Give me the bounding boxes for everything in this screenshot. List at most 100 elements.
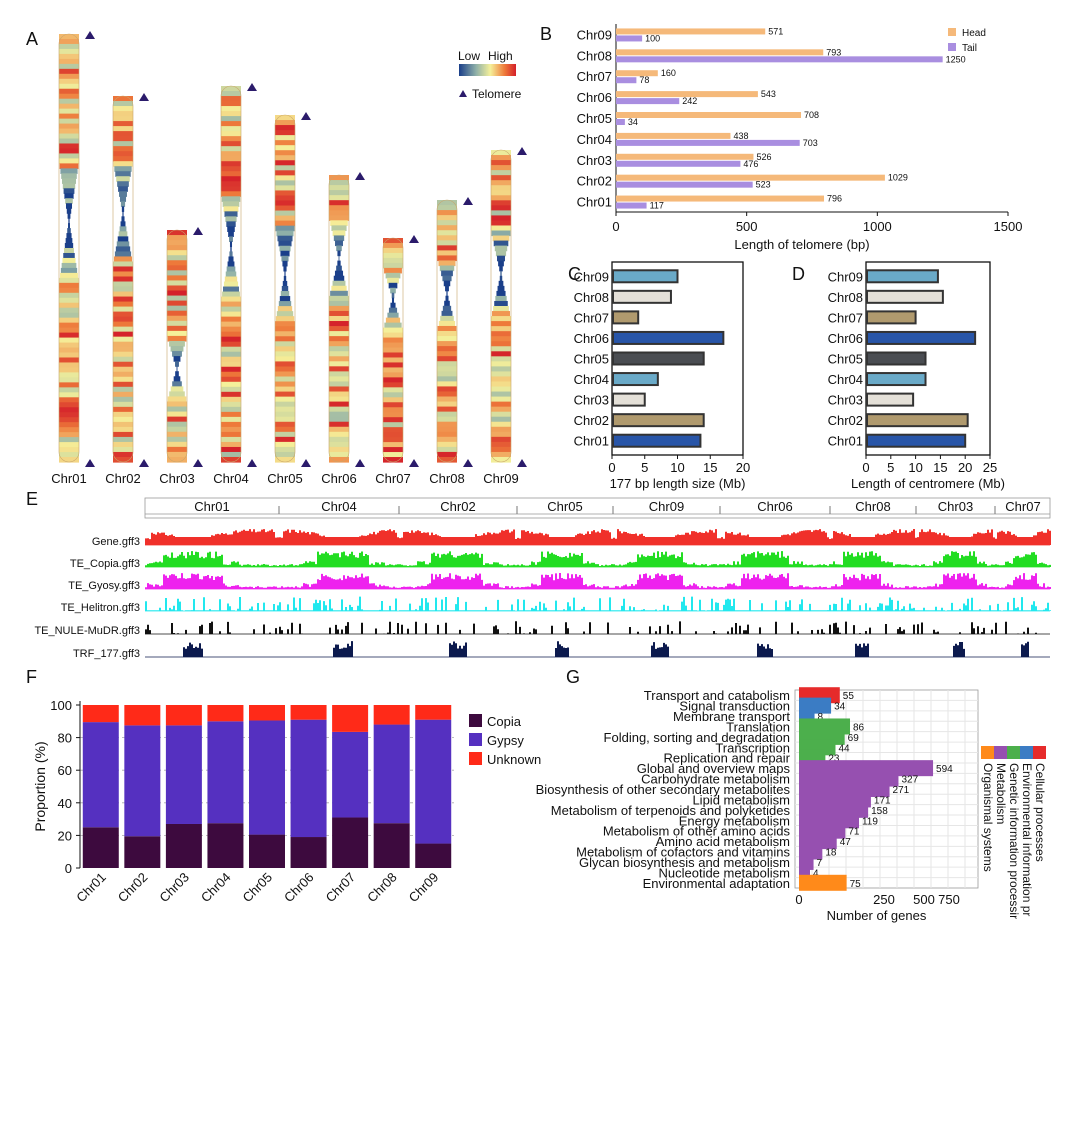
- chromosome-Chr02: Chr02: [105, 93, 149, 486]
- chromosome-band: [275, 145, 295, 151]
- chromosome-band: [221, 451, 241, 458]
- chromosome-band: [221, 416, 241, 423]
- chromosome-band: [329, 300, 349, 307]
- chromosome-band: [167, 406, 187, 413]
- chromosome-band: [59, 128, 79, 135]
- bar-head: [616, 49, 824, 56]
- category-label: Chr02: [115, 870, 151, 906]
- chromosome-band: [121, 216, 125, 222]
- chromosome-Chr05: Chr05: [267, 112, 311, 486]
- data-label: 4: [813, 868, 819, 879]
- chromosome-band: [59, 34, 79, 40]
- bar: [612, 269, 679, 284]
- chromosome-band: [329, 205, 349, 211]
- chromosome-band: [275, 346, 295, 352]
- chromosome-outline: [382, 237, 404, 463]
- chromosome-band: [221, 191, 241, 197]
- chromosome-Chr04: Chr04: [213, 83, 257, 486]
- chromosome-band: [275, 160, 295, 166]
- chromosome-band: [491, 331, 511, 337]
- chromosome-band: [221, 296, 241, 303]
- category-label: Chr06: [828, 331, 863, 346]
- chromosome-band: [437, 255, 457, 262]
- chromosome-label: Chr08: [429, 471, 464, 486]
- bar: [866, 413, 969, 428]
- chromosome-band: [221, 371, 241, 378]
- chromosome-band: [383, 257, 403, 264]
- chromosome-band: [113, 356, 133, 363]
- chromosome-band: [443, 280, 451, 287]
- bar: [612, 372, 659, 387]
- chromosome-band: [329, 396, 349, 403]
- chromosome-band: [491, 446, 511, 453]
- track-signal: [145, 621, 1037, 634]
- chromosome-band: [113, 281, 133, 288]
- chromosome-band: [59, 123, 79, 130]
- chromosome-band: [491, 336, 511, 342]
- chromosome-band: [437, 325, 457, 332]
- chromosome-band: [113, 301, 133, 308]
- chromosome-band: [437, 396, 457, 403]
- chromosome-band: [491, 150, 511, 156]
- chromosome-band: [167, 265, 187, 271]
- chromosome-band: [113, 141, 133, 147]
- chromosome-band: [59, 133, 79, 140]
- chromosome-band: [275, 391, 295, 398]
- chromosome-band: [59, 342, 79, 349]
- chromosome-band: [59, 332, 79, 339]
- chromosome-band: [221, 426, 241, 433]
- chromosome-band: [228, 231, 234, 237]
- chromosome-band: [329, 346, 349, 352]
- chromosome-band: [113, 266, 133, 273]
- chromosome-band: [275, 200, 295, 207]
- chromosome-band: [275, 456, 295, 463]
- chromosome-band: [276, 311, 294, 317]
- chromosome-band: [113, 451, 133, 458]
- chromosome-band: [65, 238, 73, 244]
- telomere-marker-top: [193, 227, 203, 235]
- chromosome-band: [275, 120, 295, 126]
- chromosome-band: [329, 321, 349, 327]
- chromosome-band: [224, 211, 238, 217]
- chromosome-band: [498, 280, 504, 287]
- chromosome-band: [175, 371, 179, 377]
- y-tick-label: 80: [58, 731, 72, 746]
- chromosome-band: [115, 171, 131, 177]
- chromosome-band: [491, 436, 511, 443]
- x-tick-label: 250: [873, 892, 895, 907]
- x-tick-label: 0: [862, 460, 869, 475]
- chromosome-band: [119, 196, 127, 202]
- chromosome-ruler: [144, 497, 1051, 519]
- chromosome-band: [114, 166, 132, 172]
- chromosome-band: [491, 165, 511, 171]
- chromosome-band: [167, 290, 187, 297]
- chromosome-band: [59, 143, 79, 150]
- chromosome-band: [384, 267, 402, 274]
- chromosome-band: [338, 255, 340, 262]
- chromosome-band: [59, 442, 79, 448]
- chromosome-band: [330, 220, 348, 226]
- category-label: Replication and repair: [664, 751, 791, 766]
- data-label: 8: [818, 712, 824, 723]
- chromosome-band: [167, 315, 187, 322]
- legend-swatch: [1020, 746, 1033, 759]
- x-tick-label: 25: [983, 460, 997, 475]
- chromosome-band: [442, 275, 452, 282]
- chromosome-band: [330, 290, 348, 297]
- chromosome-band: [329, 356, 349, 362]
- chromosome-band: [118, 186, 128, 192]
- chromosome-band: [113, 446, 133, 453]
- chromosome-band: [491, 406, 511, 413]
- chromosome-band: [390, 302, 396, 309]
- chromosome-band: [59, 402, 79, 408]
- chromosome-band: [167, 285, 187, 292]
- track-signal: [183, 641, 1029, 657]
- chromosome-label: Chr07: [375, 471, 410, 486]
- category-label: Glycan biosynthesis and metabolism: [579, 855, 790, 870]
- chromosome-band: [221, 151, 241, 157]
- chromosome-band: [59, 282, 79, 289]
- chromosome-band: [437, 411, 457, 418]
- chromosome-band: [221, 366, 241, 373]
- track-label: TE_Helitron.gff3: [61, 602, 140, 614]
- chromosome-band: [275, 416, 295, 423]
